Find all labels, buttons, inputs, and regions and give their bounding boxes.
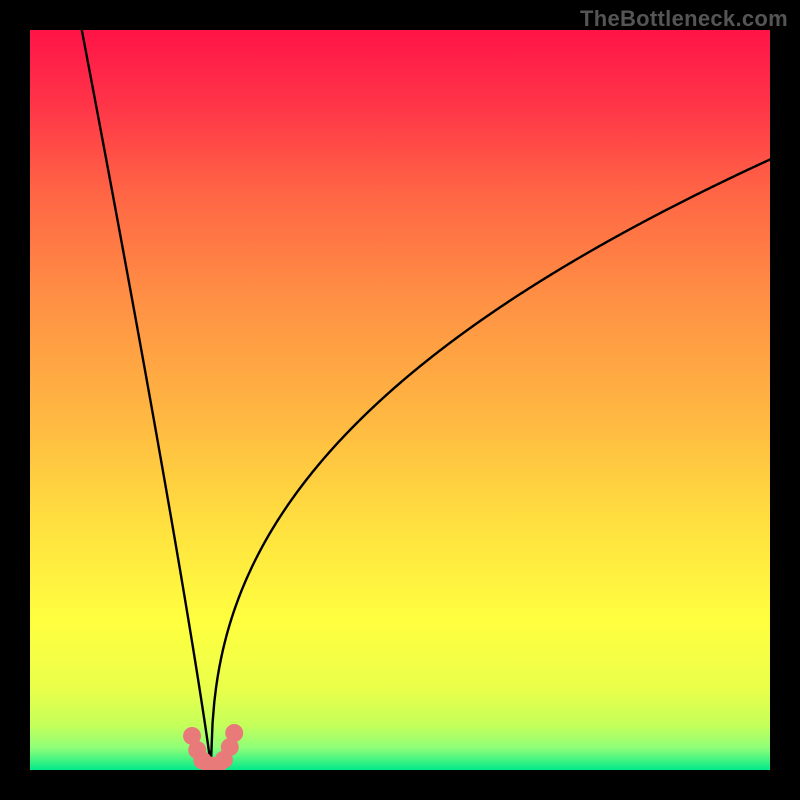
trough-marker-dot [225, 724, 243, 742]
watermark-text: TheBottleneck.com [580, 6, 788, 32]
gradient-background [30, 30, 770, 770]
chart-svg [30, 30, 770, 770]
plot-area [30, 30, 770, 770]
chart-frame: TheBottleneck.com [0, 0, 800, 800]
